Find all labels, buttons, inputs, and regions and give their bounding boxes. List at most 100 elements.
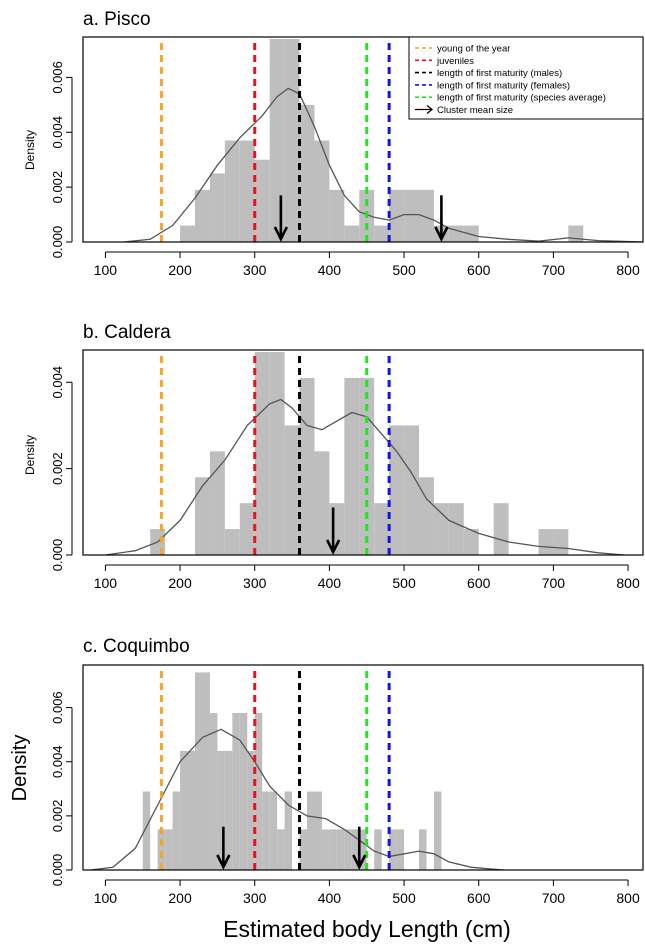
histogram-bar: [269, 791, 278, 870]
x-tick-label: 800: [616, 890, 640, 906]
histogram-bar: [336, 829, 345, 870]
x-axis-label: Estimated body Length (cm): [223, 916, 511, 942]
histogram-bar: [254, 352, 270, 555]
x-tick-label: 700: [542, 890, 566, 906]
y-axis-label: Density: [23, 130, 37, 170]
density-curve: [90, 728, 504, 871]
x-tick-label: 100: [94, 262, 118, 278]
x-tick-label: 300: [243, 262, 267, 278]
x-tick-label: 800: [616, 262, 640, 278]
histogram-bar: [299, 104, 315, 243]
legend-label: Cluster mean size: [437, 105, 513, 116]
histogram-bar: [419, 477, 434, 555]
histogram-bar: [344, 377, 360, 555]
histogram-bar: [180, 225, 195, 242]
legend-label: length of first maturity (males): [437, 68, 562, 79]
histogram-bar: [419, 189, 434, 242]
histogram-bar: [284, 791, 293, 870]
x-tick-label: 300: [243, 575, 267, 591]
x-tick-label: 500: [392, 575, 416, 591]
histogram-bar: [209, 713, 218, 870]
y-tick-label: 0.006: [50, 61, 65, 94]
histogram-bar: [284, 39, 300, 242]
x-tick-label: 500: [392, 890, 416, 906]
x-tick-label: 200: [168, 575, 192, 591]
y-tick-label: 0.002: [50, 171, 65, 204]
y-tick-label: 0.000: [50, 854, 65, 887]
histogram-bar: [344, 829, 352, 870]
x-tick-label: 100: [94, 890, 118, 906]
histogram-bar: [404, 425, 419, 555]
panel-pisco: a. Pisco Density 0.000 0.002 0.004 0.006 100 20…: [23, 9, 644, 278]
x-tick-label: 200: [168, 890, 192, 906]
histogram-bar: [374, 503, 390, 555]
histogram-bar: [553, 529, 569, 555]
histogram-bar: [307, 791, 315, 870]
panel-title: c. Coquimbo: [83, 636, 190, 657]
histogram-bar: [165, 829, 173, 870]
histogram-bar: [389, 189, 405, 242]
x-tick-label: 800: [616, 575, 640, 591]
y-tick-label: 0.004: [50, 116, 65, 149]
cluster-mean-arrowhead: [216, 854, 231, 870]
x-tick-label: 200: [168, 262, 192, 278]
histogram-bar: [209, 173, 225, 242]
y-axis-label: Density: [9, 735, 31, 802]
histogram-bar: [359, 829, 367, 870]
histogram-bar: [433, 503, 449, 555]
histogram-bar: [374, 829, 382, 870]
histogram-bar: [269, 352, 285, 555]
y-tick-label: 0.004: [50, 366, 65, 399]
density-curve: [124, 87, 644, 243]
x-tick-label: 600: [467, 575, 491, 591]
plot-frame: [82, 664, 644, 871]
y-tick-label: 0.004: [50, 745, 65, 778]
histogram-bar: [180, 750, 188, 870]
histogram-bar: [448, 503, 464, 555]
histogram-bar: [448, 225, 464, 242]
cluster-mean-arrowhead: [352, 854, 367, 870]
histogram-bar: [187, 750, 195, 870]
cluster-mean-arrowhead: [434, 226, 449, 242]
plot-frame: [82, 36, 644, 243]
histogram-bar: [329, 189, 345, 242]
histogram-bar: [344, 225, 360, 242]
histogram-bar: [239, 713, 248, 870]
histogram-bar: [224, 140, 240, 242]
histogram-bar: [321, 829, 330, 870]
histogram-bar: [142, 791, 151, 870]
histogram-bar: [239, 503, 255, 555]
histogram-bar: [404, 189, 419, 242]
histogram-bar: [374, 225, 390, 242]
histogram-bar: [262, 791, 270, 870]
y-tick-label: 0.002: [50, 452, 65, 485]
cluster-mean-arrowhead: [325, 539, 341, 555]
histogram-bar: [217, 750, 225, 870]
histogram-bar: [351, 829, 360, 870]
legend-label: length of first maturity (species averag…: [437, 93, 606, 104]
x-tick-label: 300: [243, 890, 267, 906]
y-tick-label: 0.006: [50, 691, 65, 724]
histogram-bar: [224, 529, 240, 555]
histogram-bar: [172, 791, 181, 870]
histogram-bar: [277, 829, 285, 870]
panel-title: b. Caldera: [83, 322, 171, 343]
histogram-bar: [254, 713, 263, 870]
histogram-bar: [209, 451, 225, 555]
histogram-bar: [195, 189, 210, 242]
histogram-bar: [493, 503, 509, 555]
legend-arrowhead-icon: [426, 104, 434, 115]
cluster-mean-arrowhead: [273, 226, 289, 242]
legend-label: length of first maturity (females): [437, 80, 570, 91]
histogram-bar: [419, 829, 427, 870]
histogram-bar: [157, 829, 166, 870]
histogram-bar: [396, 829, 405, 870]
histogram-bar: [247, 750, 255, 870]
legend-label: young of the year: [437, 44, 510, 55]
x-tick-label: 400: [318, 575, 342, 591]
x-tick-label: 700: [542, 262, 566, 278]
histogram-bar: [314, 140, 330, 242]
x-tick-label: 600: [467, 890, 491, 906]
